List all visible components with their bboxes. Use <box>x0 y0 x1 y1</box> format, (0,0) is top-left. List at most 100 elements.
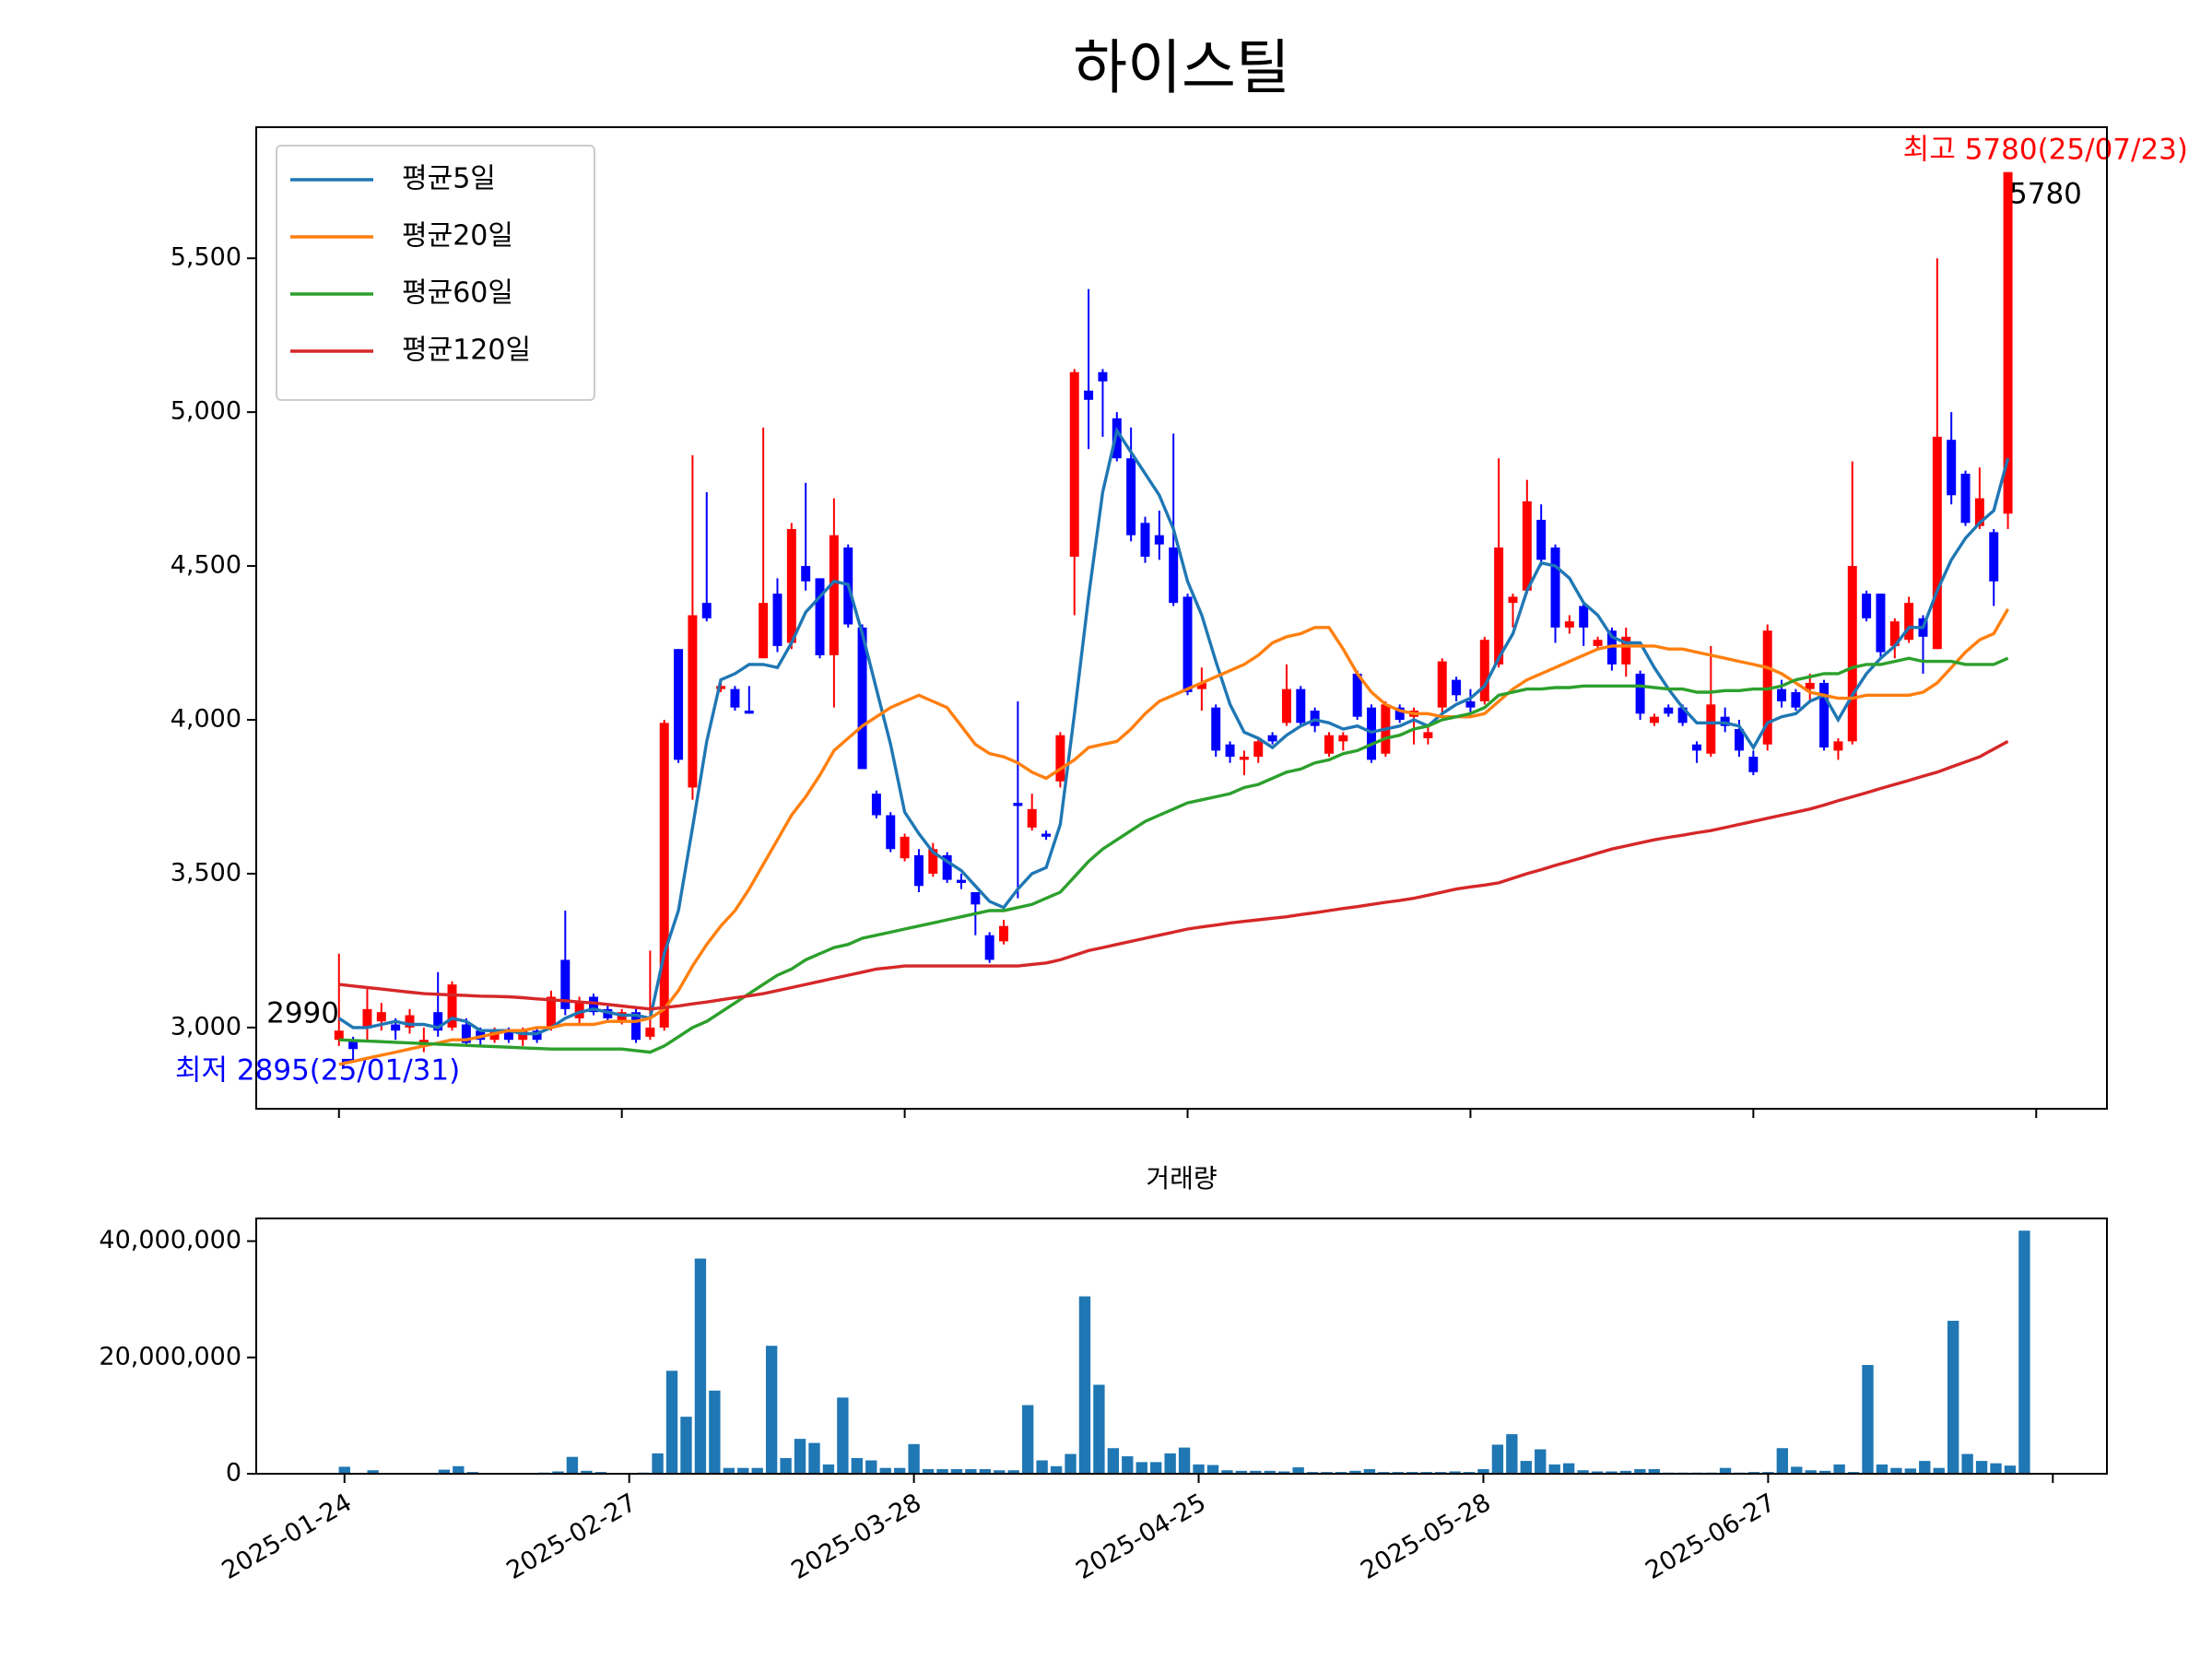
volume-bar <box>780 1457 792 1474</box>
volume-bar <box>1278 1471 1290 1474</box>
volume-bar <box>1833 1464 1845 1474</box>
candle-body <box>1013 803 1023 806</box>
candle-body <box>1126 458 1136 535</box>
volume-bar <box>879 1467 891 1474</box>
candle-body <box>1211 707 1221 751</box>
legend-label: 평균60일 <box>402 277 513 310</box>
volume-bar <box>1235 1470 1248 1474</box>
y-tick-label: 40,000,000 <box>99 1226 241 1254</box>
volume-bar <box>438 1469 451 1474</box>
candle-body <box>1494 547 1504 665</box>
volume-bar <box>965 1468 977 1474</box>
candle-body <box>1735 729 1744 751</box>
volume-bar <box>1520 1461 1532 1474</box>
candle-body <box>362 1008 372 1028</box>
candle-body <box>1522 500 1532 591</box>
candle-body <box>376 1012 386 1022</box>
candle-body <box>1452 679 1462 696</box>
candle-body <box>1621 636 1631 665</box>
chart-title: 하이스틸 <box>1073 35 1290 103</box>
candle-body <box>913 854 924 887</box>
low-label: 최저 2895(25/01/31) <box>175 1054 460 1088</box>
y-tick-label: 20,000,000 <box>99 1342 241 1371</box>
candle-body <box>348 1040 359 1050</box>
candle-body <box>1664 707 1674 714</box>
volume-bar <box>1477 1468 1489 1474</box>
candle-body <box>1225 744 1235 758</box>
candle-body <box>1296 688 1306 724</box>
volume-title: 거래량 <box>1146 1163 1217 1194</box>
candle-body <box>1706 704 1716 754</box>
volume-bar <box>1449 1471 1461 1474</box>
volume-bar <box>979 1468 992 1474</box>
candle-body <box>1324 735 1334 754</box>
candle-body <box>744 710 754 714</box>
candle-body <box>1791 691 1801 708</box>
legend-label: 평균5일 <box>402 163 496 195</box>
volume-bar <box>1206 1465 1219 1474</box>
candle-body <box>1960 473 1971 524</box>
candle-body <box>786 529 796 643</box>
y-tick-label: 5,000 <box>171 397 241 426</box>
candle-body <box>1564 621 1574 628</box>
candle-body <box>1027 808 1037 828</box>
volume-bar <box>2018 1230 2030 1474</box>
candle-body <box>631 1012 641 1041</box>
volume-bar <box>1548 1464 1560 1474</box>
volume-bar <box>1178 1447 1191 1474</box>
volume-bar <box>1634 1468 1646 1474</box>
volume-bar <box>1007 1470 1019 1474</box>
candle-body <box>391 1024 401 1031</box>
candle-body <box>1423 732 1433 739</box>
volume-bar <box>1193 1464 1205 1474</box>
candle-body <box>447 984 457 1028</box>
volume-bar <box>338 1466 350 1474</box>
candle-body <box>1479 640 1489 701</box>
ma-line <box>338 656 2009 1054</box>
candle-body <box>1649 716 1659 724</box>
candle-body <box>999 925 1009 942</box>
volume-bar <box>1292 1467 1304 1474</box>
axes-frame <box>255 1218 2108 1475</box>
candle-body <box>1394 707 1405 721</box>
candle-body <box>560 959 571 1009</box>
volume-bar <box>1264 1470 1276 1474</box>
candle-body <box>857 627 867 770</box>
volume-bar <box>1036 1460 1048 1474</box>
candle-body <box>886 815 896 850</box>
x-tick-label: 2025-02-27 <box>502 1488 641 1585</box>
candle-body <box>1833 741 1843 751</box>
candle-body <box>659 723 669 1028</box>
volume-bar <box>1164 1453 1176 1474</box>
volume-bar <box>1961 1453 1973 1474</box>
candle-body <box>1281 688 1291 724</box>
candle-body <box>518 1030 528 1041</box>
x-tick-label: 2025-04-25 <box>1071 1488 1210 1585</box>
candle-body <box>772 594 782 646</box>
candle-body <box>2003 171 2013 514</box>
candle-body <box>503 1030 513 1041</box>
volume-bar <box>1535 1449 1547 1474</box>
candle-body <box>405 1015 415 1028</box>
legend-box <box>276 145 595 401</box>
volume-bar <box>1078 1296 1091 1474</box>
candle-body <box>1239 757 1249 760</box>
volume-bar <box>1947 1321 1959 1474</box>
volume-bar <box>1107 1448 1120 1474</box>
candle-body <box>1550 547 1560 628</box>
candle-body <box>688 615 698 788</box>
candle-body <box>815 578 825 655</box>
candle-body <box>957 879 966 883</box>
candle-body <box>1154 535 1164 545</box>
candle-body <box>730 688 740 708</box>
candle-body <box>1112 418 1122 459</box>
volume-bar <box>665 1371 678 1474</box>
volume-bar <box>581 1470 593 1474</box>
candle-body <box>1947 440 1957 496</box>
candle-body <box>1904 603 1914 641</box>
candle-body <box>801 566 811 582</box>
x-tick-label: 2025-06-27 <box>1641 1488 1780 1585</box>
volume-bar <box>1591 1471 1604 1474</box>
candle-body <box>1536 520 1547 560</box>
candle-body <box>1677 707 1688 724</box>
